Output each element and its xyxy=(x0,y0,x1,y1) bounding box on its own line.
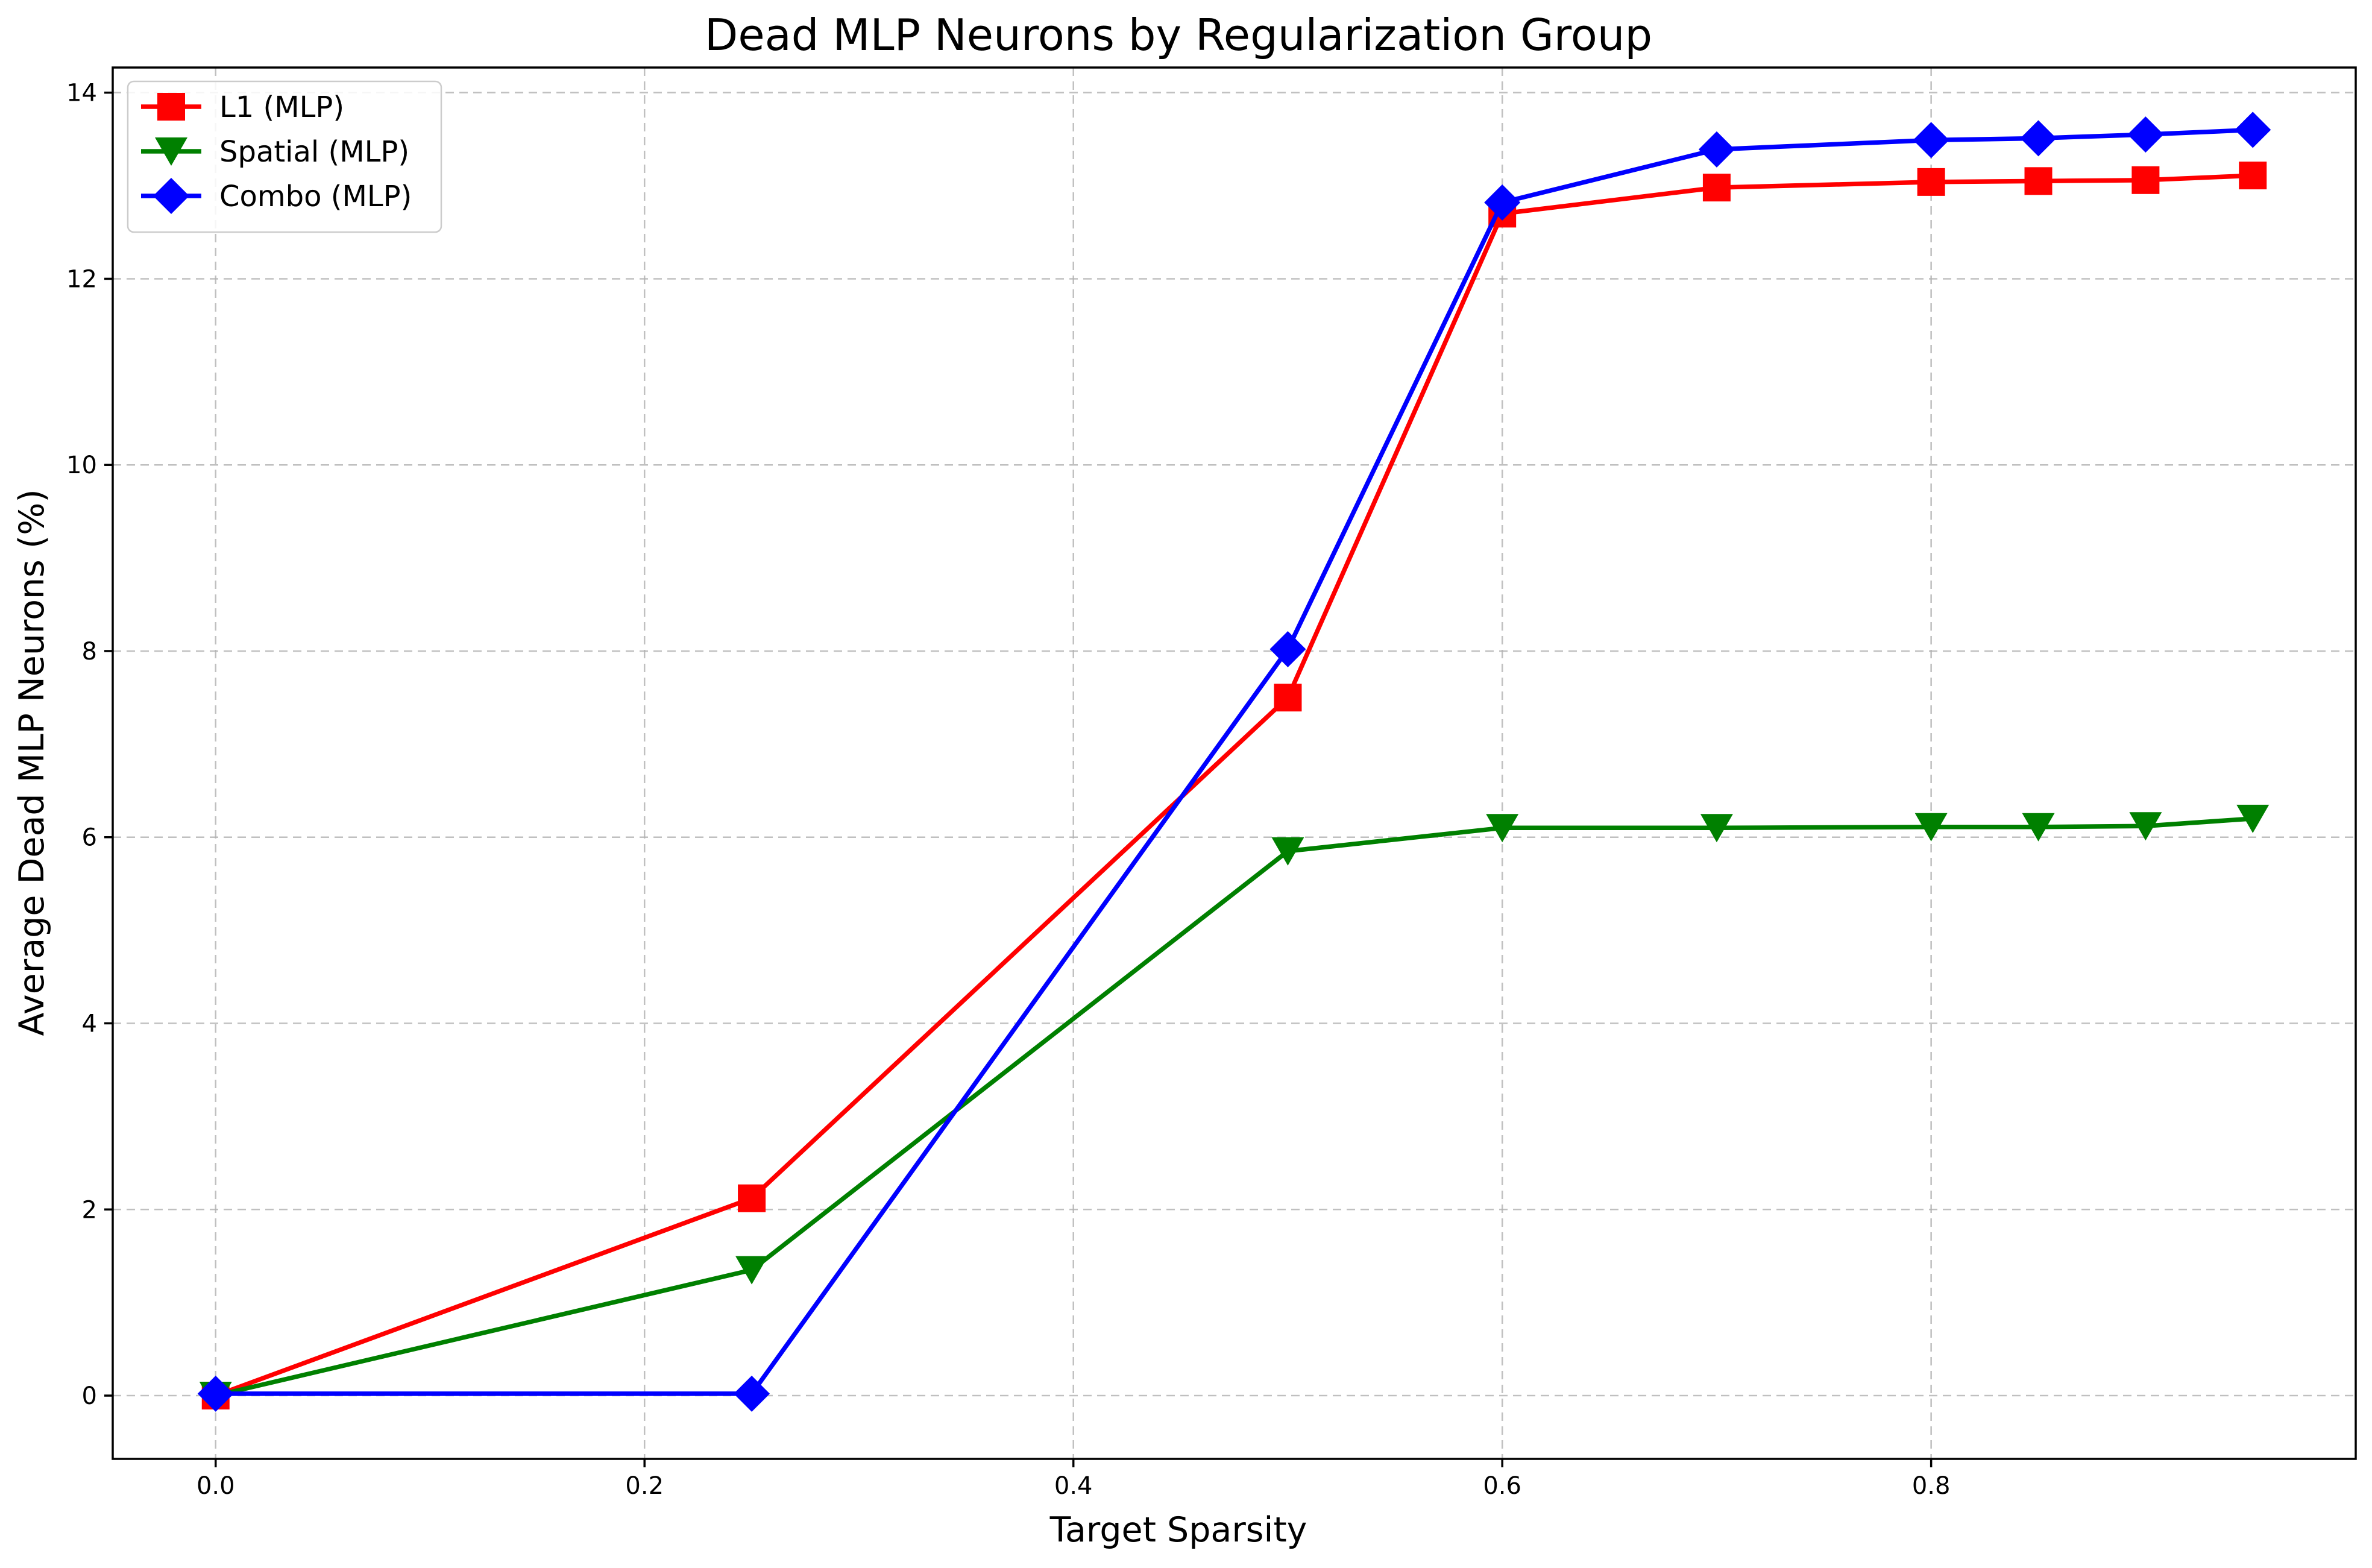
legend-marker xyxy=(155,137,187,166)
data-point xyxy=(197,1375,234,1412)
series-triangle-down xyxy=(199,804,2270,1411)
data-point xyxy=(1702,174,1731,202)
x-axis-label: Target Sparsity xyxy=(1049,1510,1307,1550)
y-tick-label: 2 xyxy=(82,1196,97,1224)
x-tick-label: 0.2 xyxy=(625,1472,664,1500)
legend-item: L1 (MLP) xyxy=(141,90,344,124)
y-tick-label: 6 xyxy=(82,824,97,852)
data-point xyxy=(1914,813,1948,842)
data-point xyxy=(2236,804,2270,833)
data-point xyxy=(1486,814,1519,843)
legend-label: Spatial (MLP) xyxy=(219,135,409,169)
data-point xyxy=(2127,116,2164,153)
data-point xyxy=(734,1375,770,1412)
data-point xyxy=(738,1184,766,1212)
data-point xyxy=(1913,122,1949,159)
data-point xyxy=(1917,168,1945,196)
data-point xyxy=(1271,837,1304,866)
data-point xyxy=(1698,131,1735,168)
y-tick-label: 10 xyxy=(66,452,97,479)
y-tick-label: 4 xyxy=(82,1010,97,1037)
y-tick-label: 12 xyxy=(66,265,97,293)
data-point xyxy=(2131,166,2160,194)
data-point xyxy=(735,1256,769,1285)
y-tick-label: 0 xyxy=(82,1382,97,1410)
x-tick-label: 0.8 xyxy=(1912,1472,1951,1500)
legend-label: Combo (MLP) xyxy=(219,180,412,213)
data-point xyxy=(1484,184,1521,221)
x-tick-label: 0.0 xyxy=(197,1472,235,1500)
axes-frame xyxy=(112,66,2357,1460)
data-point xyxy=(2235,112,2271,148)
data-point xyxy=(2129,812,2162,841)
data-point xyxy=(1269,631,1306,667)
y-tick-label: 8 xyxy=(82,638,97,666)
data-point xyxy=(2024,167,2053,195)
series-group xyxy=(197,112,2271,1412)
legend: L1 (MLP) Spatial (MLP) Combo (MLP) xyxy=(127,80,442,233)
x-tick-label: 0.6 xyxy=(1483,1472,1521,1500)
legend-item: Combo (MLP) xyxy=(141,178,412,214)
ticks: 0.0 0.2 0.4 0.6 0.8 0 2 4 6 8 10 12 14 xyxy=(66,80,1950,1500)
legend-marker xyxy=(157,93,185,121)
data-point xyxy=(2022,813,2055,842)
legend-box xyxy=(127,80,442,233)
data-point xyxy=(1700,814,1733,843)
y-tick-label: 14 xyxy=(66,80,97,107)
legend-item: Spatial (MLP) xyxy=(141,135,409,169)
grid xyxy=(113,68,2356,1459)
x-tick-label: 0.4 xyxy=(1054,1472,1093,1500)
data-point xyxy=(2239,162,2267,190)
data-point xyxy=(2020,120,2057,157)
chart-title: Dead MLP Neurons by Regularization Group xyxy=(705,10,1652,60)
legend-marker xyxy=(153,178,189,214)
data-point xyxy=(1274,684,1302,712)
y-axis-label: Average Dead MLP Neurons (%) xyxy=(12,489,52,1036)
series-diamond xyxy=(197,112,2271,1412)
legend-label: L1 (MLP) xyxy=(219,90,344,124)
